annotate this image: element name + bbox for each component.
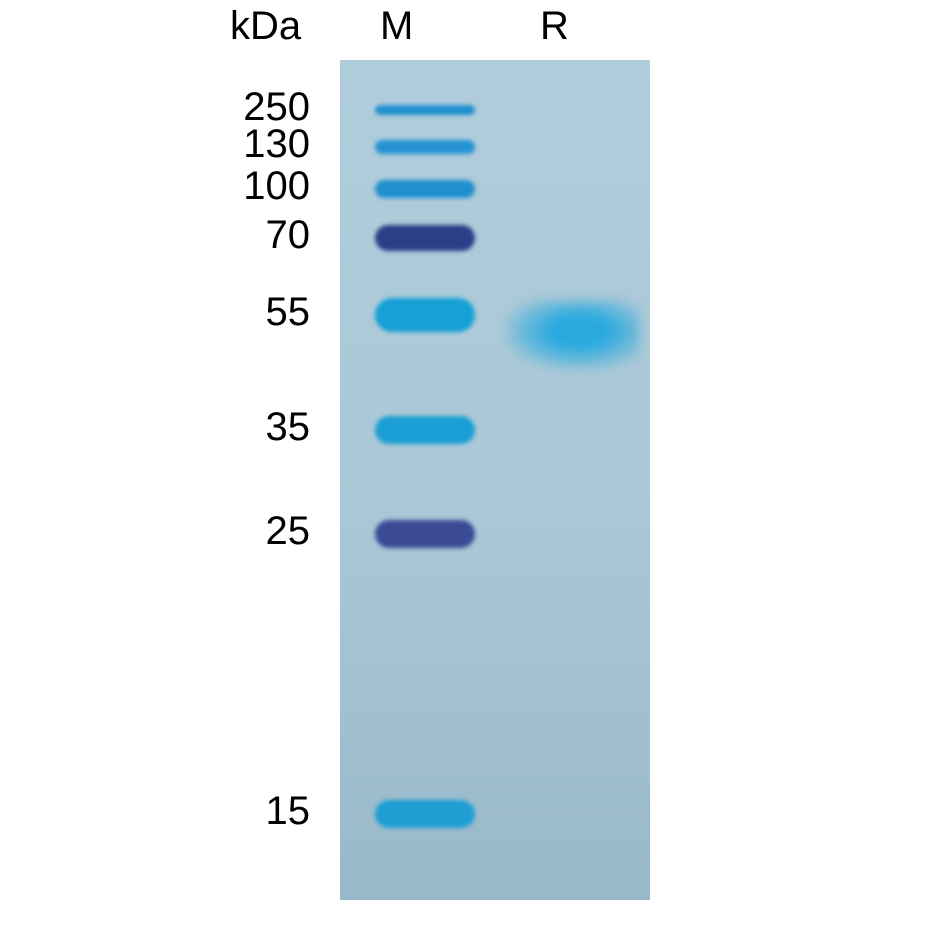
page: kDa M R 2501301007055352515	[0, 0, 945, 945]
marker-band-100	[375, 180, 475, 198]
marker-band-70	[375, 225, 475, 251]
marker-band-15	[375, 800, 475, 828]
unit-label: kDa	[230, 4, 301, 49]
marker-band-250	[375, 105, 475, 115]
sample-band	[505, 300, 640, 370]
kda-label-55: 55	[266, 290, 311, 335]
marker-band-55	[375, 298, 475, 332]
kda-label-25: 25	[266, 509, 311, 554]
marker-band-35	[375, 416, 475, 444]
kda-label-70: 70	[266, 213, 311, 258]
kda-label-35: 35	[266, 405, 311, 450]
kda-label-15: 15	[266, 789, 311, 834]
kda-label-130: 130	[243, 122, 310, 167]
lane-label-sample: R	[540, 4, 569, 49]
lane-label-marker: M	[380, 4, 413, 49]
marker-band-25	[375, 520, 475, 548]
kda-label-100: 100	[243, 164, 310, 209]
marker-band-130	[375, 140, 475, 154]
